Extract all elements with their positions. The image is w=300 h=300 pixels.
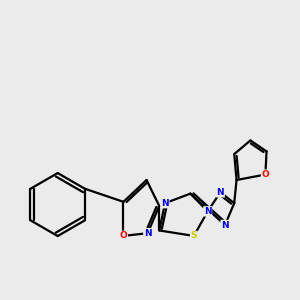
Text: O: O xyxy=(120,231,127,240)
Text: N: N xyxy=(144,229,152,238)
Text: N: N xyxy=(161,199,169,208)
Text: N: N xyxy=(204,207,212,216)
Text: O: O xyxy=(262,170,269,179)
Text: N: N xyxy=(221,220,229,230)
Text: S: S xyxy=(190,231,197,240)
Text: N: N xyxy=(217,188,224,197)
